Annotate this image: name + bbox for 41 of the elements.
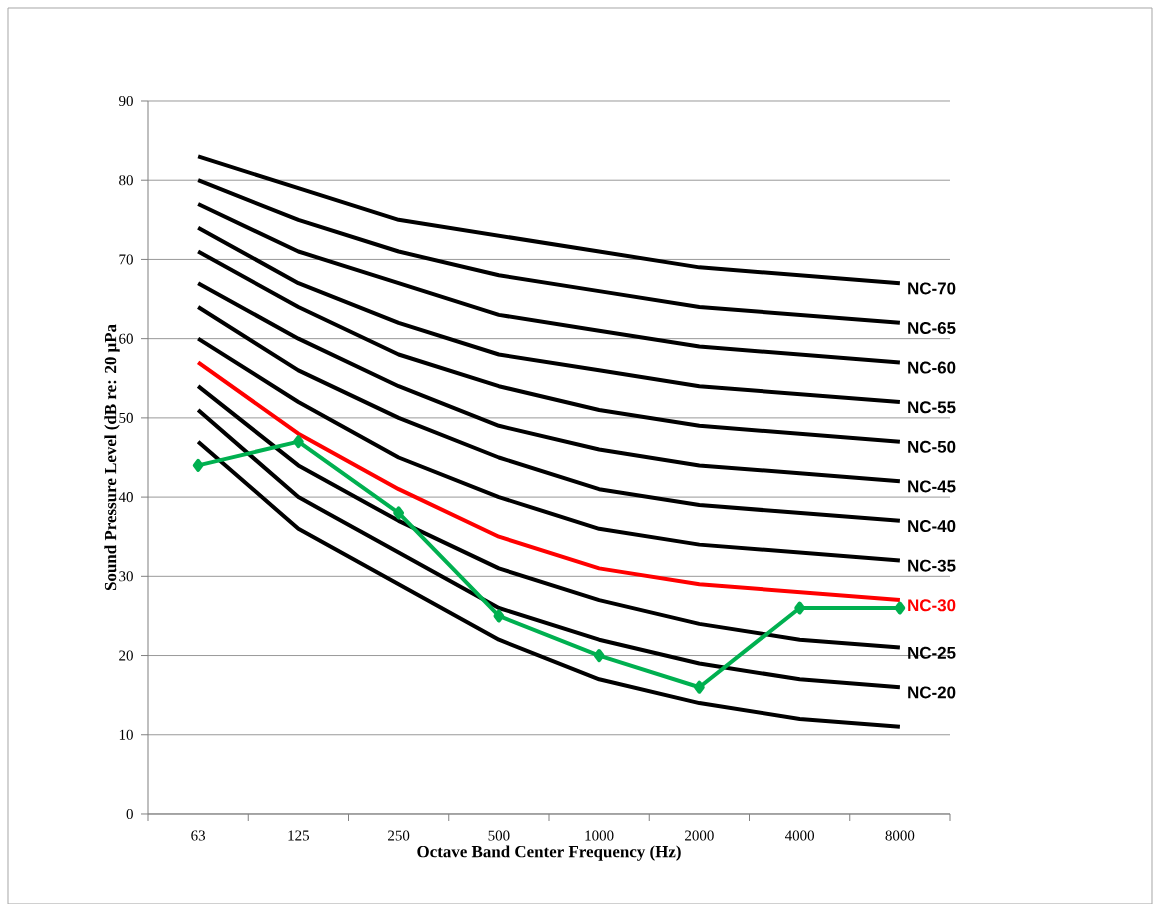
series-label: NC-40 <box>908 519 956 532</box>
series-label: NC-55 <box>908 400 956 413</box>
point <box>493 609 505 623</box>
x-tick-label: 125 <box>288 830 310 841</box>
y-tick-label: 60 <box>119 333 133 344</box>
point <box>894 601 906 615</box>
y-tick-label: 40 <box>118 491 133 502</box>
series-label: NC-35 <box>908 559 956 572</box>
x-tick-label: 1000 <box>585 830 614 841</box>
x-tick-label: 4000 <box>784 830 815 841</box>
series-label: NC-30 <box>908 599 956 612</box>
point <box>794 601 806 615</box>
point <box>593 648 605 662</box>
y-axis-title: Sound Pressure Level (dB re: 20 μPa <box>104 324 120 590</box>
y-tick-label: 10 <box>119 729 133 740</box>
series-label: NC-45 <box>908 480 956 493</box>
series-label: NC-60 <box>908 361 956 374</box>
line-series <box>196 383 902 650</box>
x-tick-label: 63 <box>191 830 206 841</box>
point <box>293 434 304 448</box>
series-label: NC-65 <box>908 321 956 334</box>
x-tick-label: 8000 <box>885 830 915 841</box>
point <box>192 458 204 472</box>
x-tick-label: 2000 <box>685 830 714 841</box>
y-tick-label: 70 <box>119 254 133 265</box>
y-tick-label: 80 <box>119 174 133 186</box>
x-axis-title: Octave Band Center Frequency (Hz) <box>417 845 681 861</box>
point <box>694 680 705 694</box>
series-label: NC-25 <box>908 646 956 659</box>
y-tick-label: 20 <box>119 650 133 661</box>
y-tick-label: 0 <box>126 808 133 819</box>
y-tick-label: 30 <box>119 571 133 582</box>
series-label: NC-50 <box>908 440 956 453</box>
x-tick-label: 500 <box>488 830 510 841</box>
x-tick-label: 250 <box>388 830 410 841</box>
point <box>393 506 405 520</box>
series-label: NC-20 <box>908 686 956 699</box>
y-tick-label: 90 <box>119 95 133 106</box>
line-series <box>196 280 902 484</box>
series-label: NC-70 <box>908 282 956 295</box>
y-tick-label: 50 <box>119 412 133 423</box>
